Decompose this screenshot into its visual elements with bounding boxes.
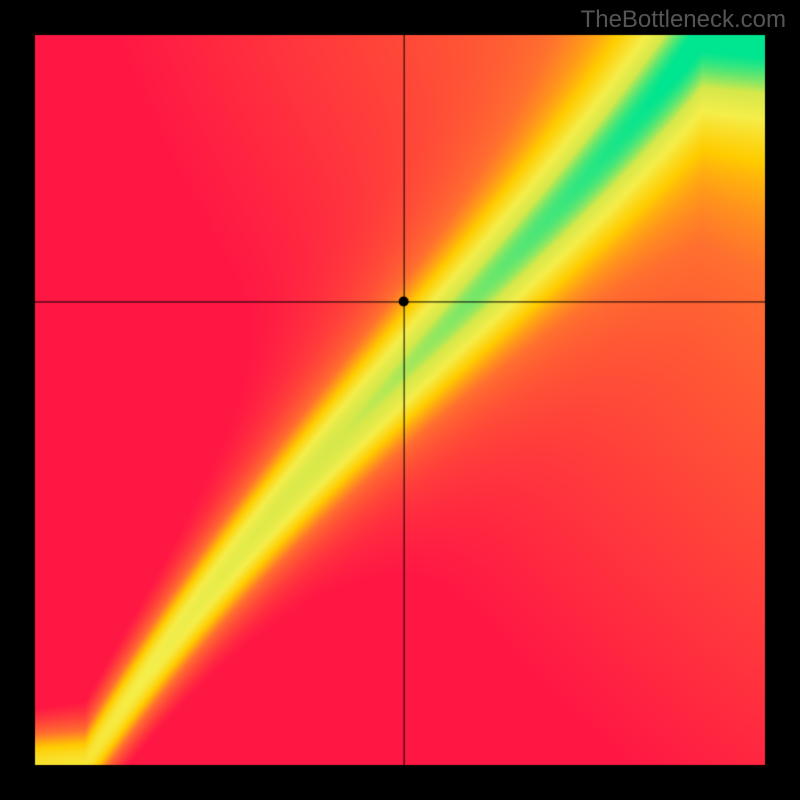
watermark-text: TheBottleneck.com bbox=[581, 6, 786, 34]
heatmap-canvas bbox=[0, 0, 800, 800]
chart-container: TheBottleneck.com bbox=[0, 0, 800, 800]
